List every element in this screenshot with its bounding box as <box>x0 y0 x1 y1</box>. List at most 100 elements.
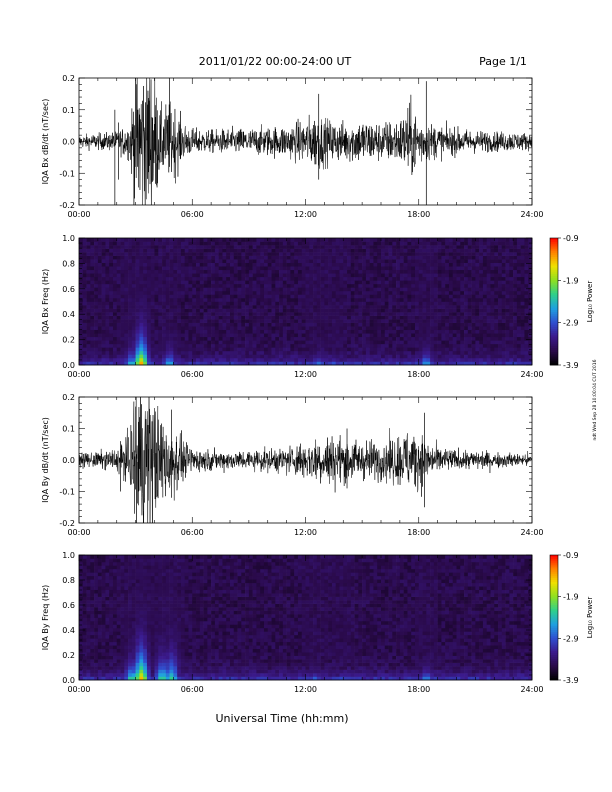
spectrogram-cell <box>305 326 310 331</box>
spectrogram-cell <box>158 340 163 345</box>
spectrogram-cell <box>528 305 533 309</box>
spectrogram-cell <box>403 333 408 338</box>
spectrogram-cell <box>226 343 231 348</box>
spectrogram-cell <box>392 336 397 341</box>
spectrogram-cell <box>369 262 374 267</box>
spectrogram-cell <box>279 248 284 253</box>
spectrogram-cell <box>282 248 287 253</box>
spectrogram-cell <box>101 565 106 570</box>
spectrogram-cell <box>362 322 367 327</box>
x-tick-label: 06:00 <box>181 528 204 537</box>
spectrogram-cell <box>365 343 370 348</box>
spectrogram-cell <box>396 305 401 309</box>
spectrogram-cell <box>501 361 506 366</box>
spectrogram-cell <box>347 350 352 355</box>
spectrogram-cell <box>177 294 182 299</box>
spectrogram-cell <box>305 319 310 323</box>
spectrogram-cell <box>214 305 219 309</box>
spectrogram-cell <box>305 322 310 327</box>
spectrogram-cell <box>90 631 95 636</box>
spectrogram-cell <box>524 266 529 271</box>
spectrogram-cell <box>316 287 321 292</box>
spectrogram-cell <box>146 336 152 341</box>
spectrogram-cell <box>294 329 299 334</box>
spectrogram-cell <box>516 262 521 267</box>
spectrogram-cell <box>305 269 310 274</box>
spectrogram-cell <box>275 294 280 299</box>
spectrogram-cell <box>207 269 212 274</box>
spectrogram-cell <box>120 357 125 362</box>
spectrogram-cell <box>245 273 250 278</box>
spectrogram-cell <box>192 340 197 345</box>
spectrogram-cell <box>373 312 378 316</box>
colorbar-segment <box>550 307 558 311</box>
spectrogram-cell <box>94 329 99 334</box>
spectrogram-cell <box>199 361 204 366</box>
spectrogram-cell <box>479 248 484 253</box>
spectrogram-cell <box>305 305 310 309</box>
spectrogram-cell <box>328 276 333 281</box>
spectrogram-cell <box>86 245 91 249</box>
spectrogram-cell <box>448 315 454 320</box>
spectrogram-cell <box>399 283 404 288</box>
spectrogram-cell <box>324 340 329 345</box>
spectrogram-cell <box>369 312 374 316</box>
spectrogram-cell <box>509 241 514 246</box>
spectrogram-cell <box>90 568 95 573</box>
spectrogram-cell <box>131 326 136 331</box>
spectrogram-cell <box>437 255 442 260</box>
spectrogram-cell <box>513 329 518 334</box>
spectrogram-cell <box>430 305 435 309</box>
spectrogram-cell <box>324 248 329 253</box>
spectrogram-cell <box>177 301 182 306</box>
spectrogram-cell <box>384 347 389 352</box>
spectrogram-cell <box>165 329 170 334</box>
spectrogram-cell <box>286 315 291 320</box>
spectrogram-cell <box>467 357 472 362</box>
spectrogram-cell <box>441 255 446 260</box>
spectrogram-cell <box>120 315 125 320</box>
spectrogram-cell <box>241 350 246 355</box>
spectrogram-cell <box>105 245 110 249</box>
spectrogram-cell <box>301 294 306 299</box>
spectrogram-cell <box>528 287 533 292</box>
colorbar-segment <box>550 322 558 326</box>
spectrogram-cell <box>105 312 110 316</box>
spectrogram-cell <box>169 238 174 242</box>
spectrogram-cell <box>286 305 291 309</box>
spectrogram-cell <box>331 357 336 362</box>
spectrogram-cell <box>482 245 488 249</box>
spectrogram-cell <box>120 238 125 242</box>
spectrogram-cell <box>79 350 84 355</box>
spectrogram-cell <box>241 252 246 256</box>
spectrogram-cell <box>79 326 84 331</box>
spectrogram-cell <box>233 290 238 295</box>
spectrogram-cell <box>139 238 144 242</box>
spectrogram-cell <box>173 333 178 338</box>
spectrogram-cell <box>347 340 352 345</box>
spectrogram-cell <box>169 322 174 327</box>
spectrogram-cell <box>464 276 469 281</box>
spectrogram-cell <box>316 259 321 263</box>
spectrogram-cell <box>169 297 174 302</box>
spectrogram-cell <box>422 315 427 320</box>
spectrogram-cell <box>460 357 465 362</box>
spectrogram-cell <box>79 273 84 278</box>
spectrogram-cell <box>437 312 442 316</box>
spectrogram-cell <box>290 276 295 281</box>
spectrogram-cell <box>94 305 99 309</box>
spectrogram-cell <box>316 245 321 249</box>
spectrogram-cell <box>199 336 204 341</box>
spectrogram-cell <box>196 333 201 338</box>
spectrogram-cell <box>528 326 533 331</box>
spectrogram-cell <box>339 266 344 271</box>
spectrogram-cell <box>263 241 269 246</box>
spectrogram-cell <box>316 255 321 260</box>
spectrogram-cell <box>324 312 329 316</box>
spectrogram-cell <box>120 245 125 249</box>
spectrogram-cell <box>524 262 529 267</box>
spectrogram-cell <box>143 336 148 341</box>
spectrogram-cell <box>199 290 204 295</box>
spectrogram-cell <box>79 676 84 681</box>
spectrogram-cell <box>294 255 299 260</box>
